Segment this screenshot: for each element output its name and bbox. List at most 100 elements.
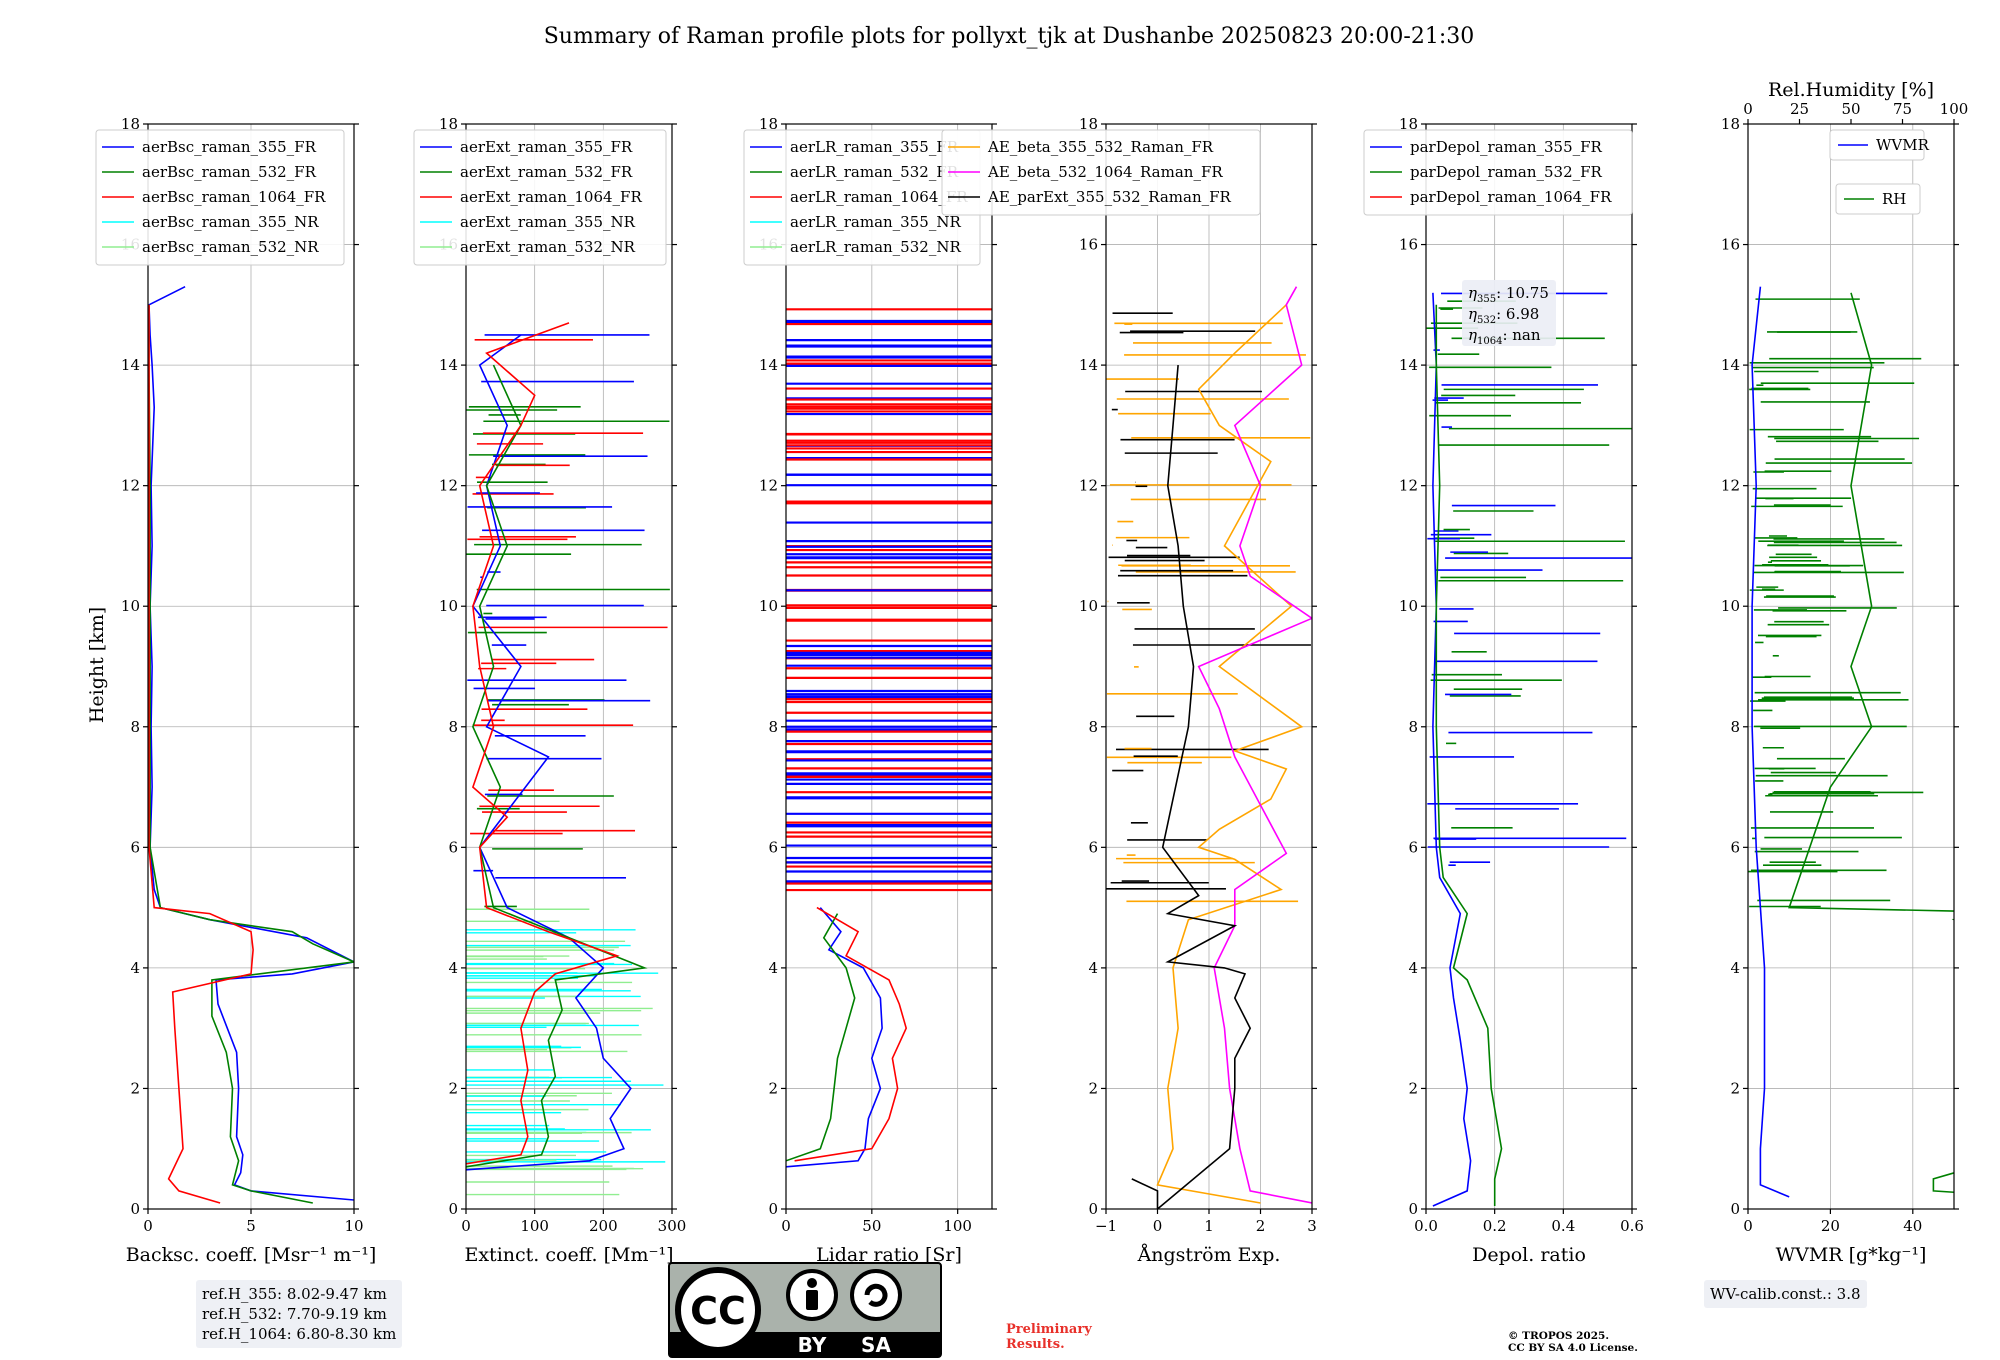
- legend-label-wv-0: WVMR: [1876, 136, 1930, 154]
- legend-label-lr-4: aerLR_raman_532_NR: [790, 238, 961, 256]
- ytick-label-depol-5: 10: [1399, 597, 1418, 615]
- by-logo-text: BY: [798, 1333, 827, 1357]
- ytick-label-depol-4: 8: [1408, 718, 1418, 736]
- legend-label-ae-1: AE_beta_532_1064_Raman_FR: [987, 163, 1223, 181]
- legend-label-lr-1: aerLR_raman_532_FR: [790, 163, 959, 181]
- ytick-label-ext-0: 0: [448, 1200, 458, 1218]
- ytick-label-ae-8: 16: [1079, 236, 1098, 254]
- ytick-label-lr-4: 8: [768, 718, 778, 736]
- series-lr-1: [786, 913, 856, 1162]
- legend-box-wv-1: [1835, 183, 1921, 215]
- xtick-label-bsc-2: 10: [344, 1217, 363, 1235]
- xtick-label-wv-1: 20: [1821, 1217, 1840, 1235]
- legend-label-ext-0: aerExt_raman_355_FR: [460, 138, 633, 156]
- ytick-label-ext-9: 18: [439, 115, 458, 133]
- legend-box-bsc: [95, 129, 345, 266]
- series-wv-1: [1788, 292, 1954, 1194]
- series-ext-0: [466, 334, 632, 1171]
- ytick-label-bsc-6: 12: [121, 477, 140, 495]
- series-group-ae: [1106, 286, 1312, 1209]
- legend-label-bsc-1: aerBsc_raman_532_FR: [142, 163, 317, 181]
- ytick-label-lr-0: 0: [768, 1200, 778, 1218]
- ytick-label-bsc-1: 2: [130, 1079, 140, 1097]
- legend-label-bsc-2: aerBsc_raman_1064_FR: [142, 188, 326, 206]
- legend-label-bsc-4: aerBsc_raman_532_NR: [142, 238, 319, 256]
- xtick-label-depol-2: 0.4: [1551, 1217, 1575, 1235]
- ytick-label-depol-1: 2: [1408, 1079, 1418, 1097]
- copyright-line-2: CC BY SA 4.0 License.: [1508, 1342, 1638, 1354]
- ytick-label-lr-9: 18: [759, 115, 778, 133]
- xtick-label-lr-0: 0: [781, 1217, 791, 1235]
- x2tick-label-3: 75: [1893, 100, 1912, 118]
- ytick-label-ext-3: 6: [448, 838, 458, 856]
- legend-label-depol-2: parDepol_raman_1064_FR: [1410, 188, 1612, 206]
- xtick-label-ae-2: 1: [1204, 1217, 1214, 1235]
- x2tick-label-4: 100: [1940, 100, 1969, 118]
- xlabel-lr: Lidar ratio [Sr]: [816, 1244, 962, 1266]
- legend-label-depol-0: parDepol_raman_355_FR: [1410, 138, 1603, 156]
- series-bsc-1: [148, 304, 354, 1204]
- series-bsc-0: [148, 285, 354, 1201]
- ytick-label-depol-8: 16: [1399, 236, 1418, 254]
- series-bsc-2: [148, 304, 254, 1204]
- copyright-label: © TROPOS 2025. CC BY SA 4.0 License.: [1508, 1330, 1638, 1354]
- ytick-label-ae-9: 18: [1079, 115, 1098, 133]
- xtick-label-wv-2: 40: [1903, 1217, 1922, 1235]
- preliminary-line-2: Results.: [1006, 1337, 1065, 1352]
- ytick-label-lr-3: 6: [768, 838, 778, 856]
- y-axis-label: Height [km]: [86, 607, 108, 723]
- legend-box-depol: [1363, 129, 1633, 216]
- legend-label-depol-1: parDepol_raman_532_FR: [1410, 163, 1603, 181]
- axes-frame-depol: [1425, 123, 1633, 1210]
- series-ext-2: [466, 322, 620, 1165]
- ytick-label-ext-1: 2: [448, 1079, 458, 1097]
- ytick-label-lr-6: 12: [759, 477, 778, 495]
- ytick-label-wv-0: 0: [1730, 1200, 1740, 1218]
- xlabel-ext: Extinct. coeff. [Mm⁻¹]: [464, 1244, 673, 1266]
- ytick-label-wv-9: 18: [1721, 115, 1740, 133]
- panel-lr: 024681012141618050100Lidar ratio [Sr]aer…: [743, 115, 997, 1266]
- xtick-label-ext-3: 300: [658, 1217, 687, 1235]
- xtick-label-depol-3: 0.6: [1620, 1217, 1644, 1235]
- xtick-label-lr-2: 100: [943, 1217, 972, 1235]
- xtick-label-ext-0: 0: [461, 1217, 471, 1235]
- ytick-label-wv-3: 6: [1730, 838, 1740, 856]
- legend-label-ae-0: AE_beta_355_532_Raman_FR: [987, 138, 1214, 156]
- ytick-label-bsc-4: 8: [130, 718, 140, 736]
- ytick-label-ext-4: 8: [448, 718, 458, 736]
- eta-532: η532: 6.98: [1468, 305, 1539, 326]
- ytick-label-depol-3: 6: [1408, 838, 1418, 856]
- legend-label-lr-0: aerLR_raman_355_FR: [790, 138, 959, 156]
- ytick-label-ae-3: 6: [1088, 838, 1098, 856]
- legend-box-wv-0: [1829, 129, 1925, 161]
- ytick-label-wv-5: 10: [1721, 597, 1740, 615]
- ytick-label-wv-8: 16: [1721, 236, 1740, 254]
- x2tick-label-2: 50: [1841, 100, 1860, 118]
- series-lr-2: [794, 906, 908, 1162]
- x2label: Rel.Humidity [%]: [1768, 79, 1934, 101]
- ytick-label-bsc-9: 18: [121, 115, 140, 133]
- xtick-label-depol-1: 0.2: [1483, 1217, 1507, 1235]
- series-ae-1: [1197, 286, 1312, 1204]
- xlabel-ae: Ångström Exp.: [1137, 1244, 1281, 1266]
- series-group-wv: [1748, 286, 1954, 1198]
- series-group-depol: [1426, 292, 1632, 1207]
- legend-box-ext: [413, 129, 667, 266]
- xtick-label-ae-1: 0: [1153, 1217, 1163, 1235]
- xlabel-wv: WVMR [g*kg⁻¹]: [1776, 1244, 1927, 1266]
- series-wv-0: [1751, 286, 1790, 1198]
- ytick-label-wv-7: 14: [1721, 356, 1740, 374]
- xtick-label-ext-2: 200: [589, 1217, 618, 1235]
- series-ae-0: [1156, 304, 1304, 1204]
- reference-height-box: ref.H_355: 8.02-9.47 km ref.H_532: 7.70-…: [196, 1280, 403, 1348]
- ytick-label-lr-7: 14: [759, 356, 778, 374]
- legend-label-ae-2: AE_parExt_355_532_Raman_FR: [987, 188, 1232, 206]
- axes-frame-lr: [785, 123, 993, 1210]
- ytick-label-ext-2: 4: [448, 959, 458, 977]
- series-group-lr: [786, 308, 992, 1168]
- panel-depol: 0 2 4 6 8 10 12 14 16 18 0.0 0.2 0.4 0.6 Depol. ratio p…: [1363, 115, 1644, 1266]
- ytick-label-depol-7: 14: [1399, 356, 1418, 374]
- figure-title: Summary of Raman profile plots for polly…: [544, 24, 1475, 49]
- preliminary-results-label: Preliminary Results.: [1006, 1322, 1092, 1352]
